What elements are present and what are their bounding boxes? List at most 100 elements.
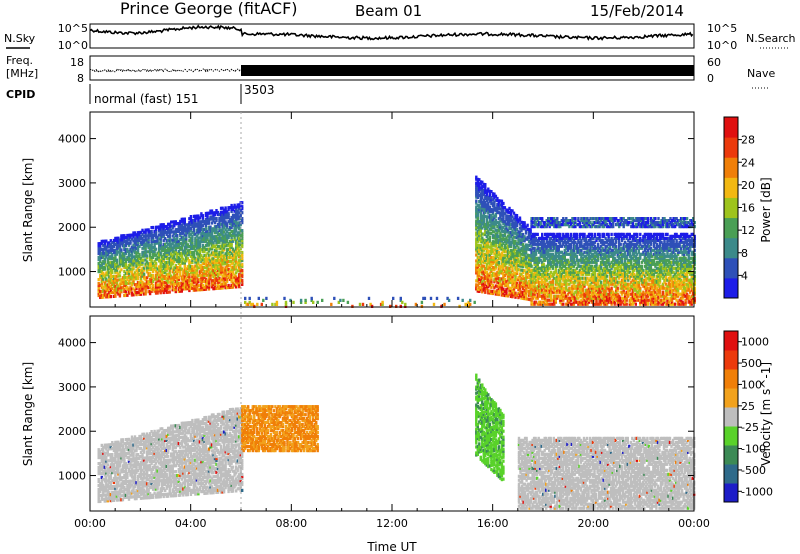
data-cell — [173, 238, 176, 242]
data-cell — [162, 235, 165, 239]
data-cell — [241, 207, 244, 211]
data-cell — [141, 266, 144, 270]
data-cell — [127, 289, 131, 293]
data-cell — [493, 260, 496, 264]
data-cell — [566, 232, 570, 236]
data-cell — [124, 261, 128, 266]
data-cell — [210, 261, 214, 265]
data-cell — [487, 251, 490, 255]
data-cell — [487, 275, 490, 279]
data-cell — [103, 275, 106, 279]
data-cell — [167, 280, 170, 284]
data-cell — [213, 249, 217, 253]
data-cell — [197, 246, 200, 250]
data-cell — [475, 269, 478, 273]
data-cell — [215, 250, 218, 255]
data-cell — [497, 261, 501, 265]
data-cell — [161, 271, 164, 275]
data-cell — [139, 268, 143, 272]
data-cell — [102, 277, 105, 281]
data-cell — [189, 282, 193, 286]
data-cell — [103, 289, 106, 293]
data-cell — [170, 276, 173, 280]
data-cell — [159, 247, 162, 251]
data-cell — [485, 235, 488, 239]
data-cell — [180, 277, 183, 281]
data-cell — [484, 282, 487, 286]
data-cell — [484, 214, 487, 219]
data-cell — [138, 230, 141, 235]
data-cell — [476, 211, 479, 215]
data-cell — [161, 269, 164, 273]
station-title: Prince George (fitACF) — [120, 0, 298, 18]
data-cell — [173, 266, 176, 270]
data-cell — [228, 239, 232, 244]
data-cell — [100, 271, 103, 275]
data-cell — [481, 216, 484, 220]
data-cell — [191, 240, 194, 244]
data-cell — [490, 219, 493, 224]
data-cell — [139, 230, 143, 234]
data-cell — [148, 256, 152, 260]
data-cell — [170, 224, 173, 228]
data-cell — [168, 236, 171, 240]
data-cell — [115, 262, 119, 266]
data-cell — [191, 222, 194, 227]
data-cell — [502, 213, 505, 218]
data-cell — [209, 267, 212, 271]
data-cell — [139, 270, 143, 274]
data-cell — [198, 288, 202, 292]
data-cell — [221, 286, 224, 290]
data-cell — [231, 205, 235, 209]
data-cell — [141, 258, 144, 262]
data-cell — [241, 280, 244, 285]
data-cell — [133, 247, 137, 251]
data-cell — [118, 238, 122, 242]
data-cell — [224, 278, 227, 282]
data-cell — [502, 255, 505, 259]
data-cell — [183, 221, 186, 225]
data-cell — [508, 224, 511, 228]
data-cell — [192, 224, 196, 228]
data-cell — [117, 284, 120, 288]
data-cell — [482, 276, 485, 280]
data-cell — [174, 230, 177, 234]
cpid-label: CPID — [6, 88, 35, 101]
data-cell — [106, 271, 109, 275]
data-cell — [484, 266, 487, 270]
data-cell — [123, 282, 126, 286]
data-cell — [158, 247, 161, 251]
data-cell — [222, 272, 226, 276]
data-cell — [129, 269, 132, 273]
data-cell — [506, 238, 510, 242]
data-cell — [238, 217, 241, 221]
data-cell — [500, 237, 504, 241]
data-cell — [475, 285, 478, 289]
data-cell — [138, 232, 141, 237]
data-cell — [503, 254, 507, 258]
cpid-strip: CPID normal (fast) 151 3503 — [6, 83, 275, 106]
data-cell — [499, 281, 502, 285]
data-cell — [203, 285, 206, 289]
data-cell — [153, 253, 156, 257]
data-cell — [490, 200, 493, 204]
data-cell — [130, 269, 134, 273]
data-cell — [198, 244, 202, 248]
data-cell — [130, 277, 134, 281]
data-cell — [182, 275, 185, 279]
data-cell — [103, 257, 106, 261]
data-cell — [481, 186, 484, 190]
data-cell — [228, 231, 232, 236]
data-cell — [475, 247, 478, 251]
data-cell — [496, 258, 499, 262]
data-cell — [161, 285, 164, 289]
data-cell — [475, 213, 478, 217]
data-cell — [186, 279, 189, 283]
data-cell — [478, 225, 481, 230]
data-cell — [147, 240, 150, 244]
data-cell — [497, 203, 501, 207]
data-cell — [195, 234, 199, 238]
data-cell — [158, 257, 161, 261]
data-cell — [218, 232, 221, 236]
data-cell — [136, 235, 140, 239]
